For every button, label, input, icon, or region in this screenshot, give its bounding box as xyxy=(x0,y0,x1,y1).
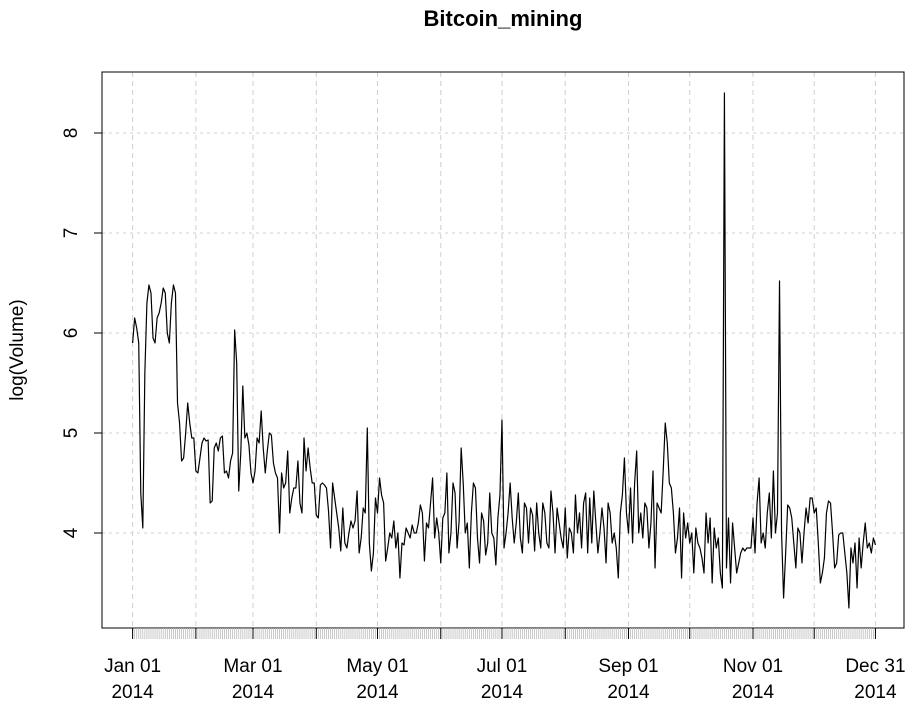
x-tick-label: Nov 01 2014 xyxy=(722,656,784,703)
y-tick-label: 7 xyxy=(61,228,82,239)
x-tick-label: May 01 2014 xyxy=(346,656,409,703)
y-tick-label: 5 xyxy=(61,428,82,439)
x-tick-label: Jul 01 2014 xyxy=(476,656,528,703)
x-tick-label: Sep 01 2014 xyxy=(598,656,659,703)
x-tick-label: Dec 31 2014 xyxy=(845,656,906,703)
y-axis-title: log(Volume) xyxy=(7,299,28,400)
y-tick-label: 4 xyxy=(61,527,82,538)
x-tick-label: Mar 01 2014 xyxy=(223,656,283,703)
y-tick-label: 8 xyxy=(61,128,82,139)
grid xyxy=(102,72,904,628)
data-line xyxy=(132,92,877,609)
x-tick-label: Jan 01 2014 xyxy=(104,656,162,703)
chart-title: Bitcoin_mining xyxy=(424,6,583,31)
y-tick-label: 6 xyxy=(61,328,82,339)
plot-frame xyxy=(101,71,905,629)
day-ticks xyxy=(132,628,876,639)
